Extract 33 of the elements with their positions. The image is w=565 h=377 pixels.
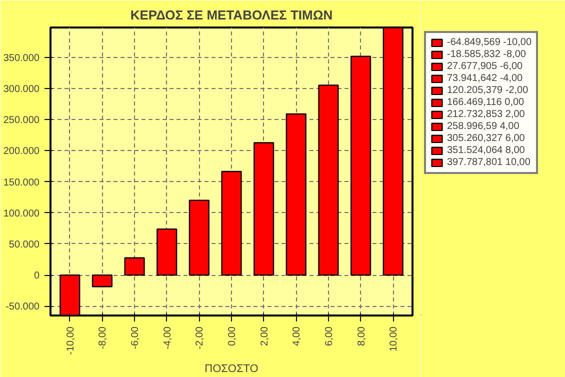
legend-label: 397.787,801 10,00 (447, 157, 530, 168)
legend-label: 166.469,116 0,00 (447, 97, 524, 108)
legend-label: 27.677,905 -6,00 (447, 61, 523, 72)
y-tick-label: 350.000 (3, 52, 40, 64)
x-tick-label: -6,00 (130, 326, 142, 350)
x-tick-label: -10,00 (65, 326, 76, 355)
legend-label: 212.732,853 2,00 (447, 109, 525, 120)
x-tick-label: -2,00 (194, 326, 206, 350)
x-tick-label: -8,00 (98, 326, 109, 350)
legend-label: -18.585,832 -8,00 (447, 49, 526, 60)
x-tick-label: 8,00 (356, 326, 368, 346)
x-tick-label: 4,00 (292, 326, 303, 346)
y-tick-label: 150.000 (3, 177, 40, 188)
legend-label: 351.524,064 8,00 (447, 145, 525, 156)
x-tick-label: 0,00 (227, 326, 238, 346)
legend-label: 120.205,379 -2,00 (447, 85, 528, 96)
y-tick-label: 250.000 (3, 115, 40, 126)
chart-title: ΚΕΡΔΟΣ ΣΕ ΜΕΤΑΒΟΛΕΣ ΤΙΜΩΝ (130, 8, 333, 22)
x-tick-label: 6,00 (324, 326, 335, 346)
y-tick-label: 100.000 (3, 208, 40, 220)
legend-label: 73.941,642 -4,00 (447, 73, 523, 84)
legend-label: 305.260,327 6,00 (447, 133, 525, 144)
y-tick-label: -50.000 (6, 302, 40, 313)
legend-label: -64.849,569 -10,00 (447, 37, 532, 48)
y-tick-label: 300.000 (3, 84, 40, 95)
y-tick-label: 0 (34, 270, 40, 282)
y-tick-label: 50.000 (8, 239, 40, 250)
legend-label: 258.996,59 4,00 (447, 121, 520, 132)
y-tick-label: 200.000 (3, 146, 40, 158)
x-tick-label: 2,00 (259, 326, 270, 346)
x-tick-label: 10,00 (388, 326, 400, 352)
x-axis-title: ΠΟΣΟΣΤΟ (204, 362, 259, 375)
x-tick-label: -4,00 (162, 326, 174, 350)
